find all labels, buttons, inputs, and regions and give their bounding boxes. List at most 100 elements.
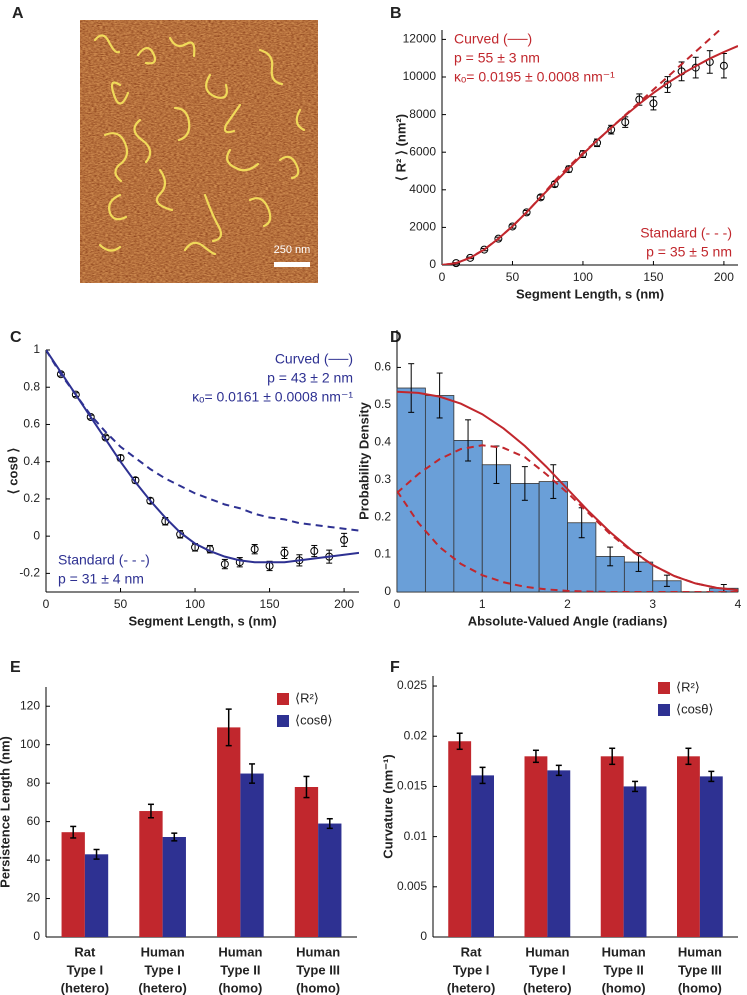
fibril: [205, 73, 228, 99]
y-tick-label: 6000: [409, 144, 436, 158]
y-tick-label: 10000: [403, 69, 437, 83]
y-tick-label: 4000: [409, 182, 436, 196]
x-tick-label: 150: [260, 597, 280, 611]
category-label: Type III: [296, 962, 340, 977]
data-point: [578, 150, 587, 159]
bar: [318, 823, 342, 937]
x-tick-label: 1: [479, 597, 486, 611]
y-tick-label: 0.5: [374, 397, 391, 411]
category-label: Type II: [604, 962, 644, 977]
y-tick-label: 0.8: [23, 379, 40, 393]
y-axis-label: Probability Density: [356, 401, 371, 520]
x-tick-label: 50: [506, 270, 520, 284]
data-point: [310, 547, 319, 556]
data-point: [536, 193, 545, 202]
fibril: [223, 103, 242, 134]
fibril: [98, 243, 122, 252]
fibril: [183, 241, 217, 256]
x-tick-label: 0: [439, 270, 446, 284]
data-point: [280, 548, 289, 557]
panel-label: F: [390, 659, 400, 676]
data-point: [220, 560, 229, 569]
category-label: Type I: [529, 962, 566, 977]
fibril: [110, 81, 130, 105]
panel-label: B: [390, 5, 402, 22]
annotation: p = 35 ± 5 nm: [646, 244, 732, 260]
y-tick-label: 20: [27, 891, 41, 905]
y-tick-label: 100: [20, 737, 40, 751]
bar: [524, 756, 548, 937]
dashed-curve: [397, 490, 738, 592]
axes: -0.2 0 0.2 0.4 0.6 0.8 1 0 50 100 150 200: [19, 342, 359, 611]
y-tick-label: 0.4: [374, 434, 391, 448]
legend-swatch: [658, 682, 670, 694]
y-tick-label: 2000: [409, 220, 436, 234]
y-tick-label: 0.005: [397, 879, 427, 893]
bar: [294, 787, 319, 937]
fibril: [173, 106, 191, 142]
data-point: [494, 234, 503, 243]
data-point: [146, 496, 155, 505]
category-label: (homo): [296, 980, 340, 995]
x-tick-label: 3: [649, 597, 656, 611]
y-tick-label: 0.4: [23, 454, 40, 468]
data-point: [719, 61, 728, 70]
fibril: [103, 132, 129, 183]
category-label: Type I: [453, 962, 490, 977]
panel-label: E: [10, 659, 21, 676]
panel-label: C: [10, 329, 22, 346]
y-tick-label: 0.01: [404, 829, 428, 843]
category-label: Type III: [678, 962, 722, 977]
histogram-bar: [538, 481, 568, 593]
dashed-curve: [442, 30, 722, 265]
legend-label: ⟨R²⟩: [295, 690, 319, 705]
bar: [471, 775, 494, 937]
bar: [240, 773, 264, 937]
category-label: (homo): [602, 980, 646, 995]
category-label: Human: [296, 944, 340, 959]
x-tick-label: 0: [43, 597, 50, 611]
fibril: [295, 108, 306, 132]
y-tick-label: -0.2: [19, 566, 40, 580]
category-label: Human: [602, 944, 646, 959]
category-label: Human: [678, 944, 722, 959]
data-point: [71, 390, 80, 399]
category-label: Type I: [144, 962, 181, 977]
annotation: Curved (──): [275, 351, 353, 367]
panel-label: D: [390, 329, 402, 346]
category-label: (hetero): [138, 980, 186, 995]
fit-curve: [397, 390, 738, 592]
y-tick-label: 0: [33, 528, 40, 542]
category-label: (hetero): [61, 980, 109, 995]
bar: [623, 786, 647, 937]
x-axis-label: Absolute-Valued Angle (radians): [468, 613, 668, 628]
scale-bar-label: 250 nm: [274, 244, 311, 256]
y-tick-label: 120: [20, 698, 40, 712]
x-tick-label: 100: [185, 597, 205, 611]
y-tick-label: 0.025: [397, 678, 427, 692]
data-point: [235, 558, 244, 567]
fibril: [248, 197, 272, 228]
legend-swatch: [277, 693, 289, 705]
category-label: Rat: [461, 944, 483, 959]
y-tick-label: 0.6: [374, 360, 391, 374]
annotation: p = 31 ± 4 nm: [58, 571, 144, 587]
category-label: Type I: [67, 962, 104, 977]
bar: [84, 854, 109, 937]
y-tick-label: 0: [384, 584, 391, 598]
x-tick-label: 150: [643, 270, 663, 284]
category-label: Human: [218, 944, 262, 959]
histogram-bar: [396, 387, 426, 593]
x-axis-label: Segment Length, s (nm): [128, 613, 276, 628]
category-label: Human: [525, 944, 569, 959]
bar: [162, 837, 186, 937]
bar: [600, 756, 624, 937]
category-label: (homo): [678, 980, 722, 995]
y-tick-label: 80: [27, 775, 41, 789]
bar: [699, 776, 723, 937]
data-point: [480, 245, 489, 254]
x-tick-label: 4: [735, 597, 742, 611]
annotation: p = 43 ± 2 nm: [267, 370, 353, 386]
legend-swatch: [658, 704, 670, 716]
